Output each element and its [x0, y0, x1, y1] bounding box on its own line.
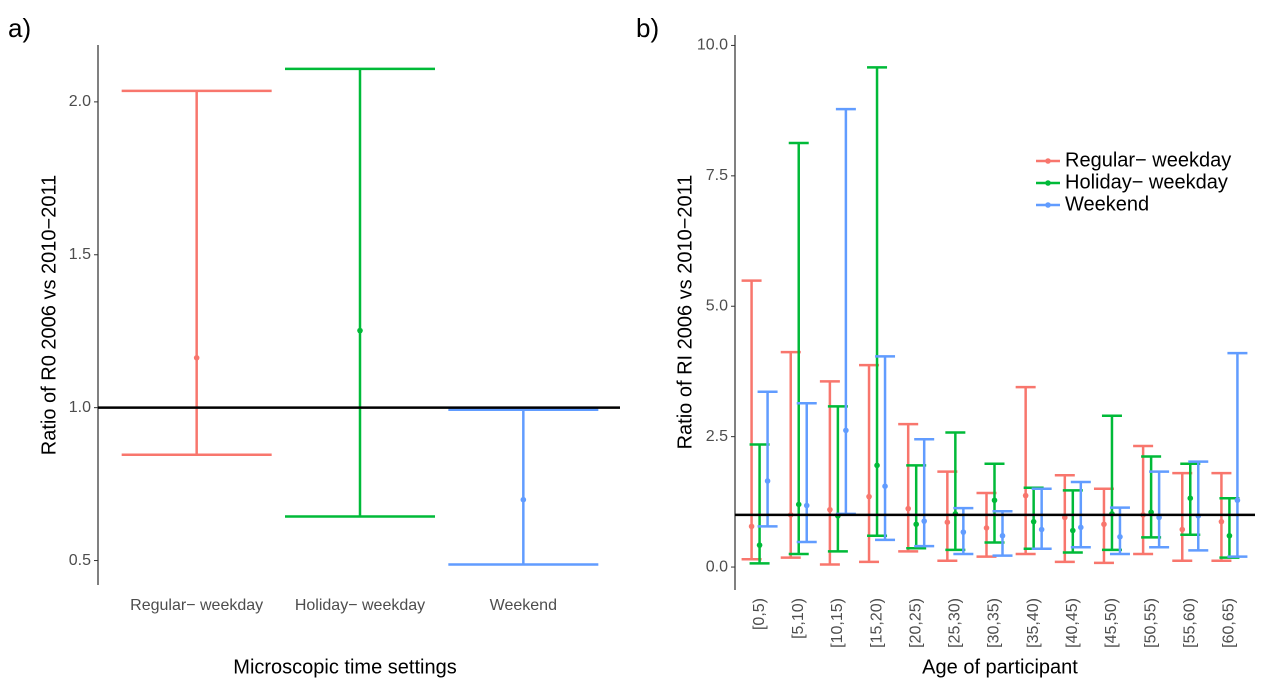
- point: [983, 525, 990, 531]
- y-tick-label: 2.5: [706, 428, 728, 445]
- y-tick-label: 2.0: [69, 93, 91, 110]
- point: [960, 529, 967, 535]
- point: [803, 502, 810, 509]
- point: [1101, 521, 1107, 528]
- x-tick-label: [55,60): [1181, 598, 1198, 648]
- point: [1078, 524, 1084, 531]
- x-tick-label: [15,20): [868, 598, 885, 648]
- point: [991, 497, 998, 504]
- point: [1070, 527, 1076, 534]
- y-axis-title: Ratio of R0 2006 vs 2010−2011: [38, 175, 60, 455]
- legend-point: [1045, 180, 1051, 186]
- panel-label: b): [636, 13, 659, 43]
- y-axis-title: Ratio of RI 2006 vs 2010−2011: [674, 175, 696, 450]
- point: [866, 493, 872, 500]
- point: [882, 483, 888, 489]
- point: [1022, 492, 1029, 499]
- point: [764, 478, 771, 484]
- x-tick-label: [5,10): [790, 598, 807, 639]
- x-tick-label: [0,5): [751, 598, 768, 630]
- point: [999, 532, 1006, 539]
- point: [1187, 495, 1194, 501]
- point: [1218, 518, 1225, 525]
- point: [1030, 518, 1037, 525]
- y-tick-label: 0.5: [69, 552, 91, 569]
- point: [756, 542, 763, 548]
- point: [1226, 532, 1233, 539]
- x-tick-label: Weekend: [490, 597, 557, 614]
- y-tick-label: 5.0: [706, 297, 728, 314]
- x-tick-label: [45,50): [1103, 598, 1120, 648]
- x-tick-label: [10,15): [829, 598, 846, 648]
- point: [193, 355, 200, 361]
- point: [827, 506, 833, 513]
- legend-label: Holiday− weekday: [1065, 171, 1228, 193]
- point: [748, 523, 755, 530]
- legend-point: [1045, 202, 1051, 208]
- x-tick-label: [35,40): [1025, 598, 1042, 648]
- y-tick-label: 7.5: [706, 167, 728, 184]
- x-tick-label: [50,55): [1142, 598, 1159, 648]
- x-axis-title: Microscopic time settings: [233, 656, 456, 678]
- point: [944, 519, 951, 525]
- legend-label: Weekend: [1065, 193, 1149, 215]
- x-tick-label: Regular− weekday: [130, 597, 263, 614]
- point: [874, 462, 880, 469]
- legend-point: [1045, 158, 1051, 164]
- point: [921, 518, 927, 524]
- panel-label: a): [8, 13, 31, 43]
- y-tick-label: 1.0: [69, 399, 91, 416]
- x-tick-label: [25,30): [947, 598, 964, 648]
- point: [795, 501, 802, 508]
- point: [520, 496, 527, 503]
- point: [1117, 533, 1123, 540]
- point: [357, 327, 363, 334]
- x-tick-label: [30,35): [986, 598, 1003, 648]
- point: [905, 505, 911, 512]
- x-axis-title: Age of participant: [922, 656, 1078, 678]
- x-tick-label: Holiday− weekday: [295, 597, 425, 614]
- y-tick-label: 10.0: [697, 37, 728, 54]
- y-tick-label: 0.0: [706, 558, 728, 575]
- legend-label: Regular− weekday: [1065, 149, 1231, 171]
- y-tick-label: 1.5: [69, 246, 91, 263]
- point: [1038, 526, 1045, 533]
- x-tick-label: [20,25): [907, 598, 924, 648]
- x-tick-label: [60,65): [1221, 598, 1238, 648]
- point: [843, 427, 849, 434]
- point: [913, 521, 919, 528]
- point: [1234, 497, 1241, 504]
- point: [1179, 526, 1186, 533]
- x-tick-label: [40,45): [1064, 598, 1081, 648]
